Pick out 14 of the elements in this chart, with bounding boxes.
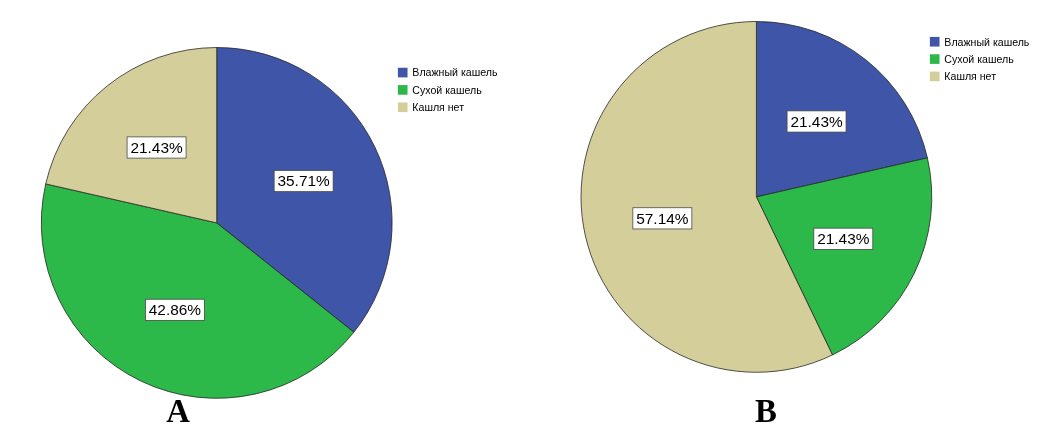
legend-label: Влажный кашель <box>412 66 498 79</box>
text: B <box>755 393 777 430</box>
data-label: 21.43% <box>817 230 870 248</box>
data-label: 57.14% <box>636 209 689 227</box>
legend-label: Кашля нет <box>412 101 465 114</box>
legend-label: Сухой кашель <box>412 83 483 96</box>
data-label: 35.71% <box>277 172 331 190</box>
data-label: 21.43% <box>790 112 843 130</box>
legend-label: Влажный кашель <box>944 35 1030 48</box>
legend-label: Кашля нет <box>944 70 997 83</box>
data-label: 21.43% <box>130 138 183 156</box>
data-label: 42.86% <box>148 301 202 319</box>
text: A <box>166 393 191 430</box>
legend-label: Сухой кашель <box>944 52 1015 65</box>
